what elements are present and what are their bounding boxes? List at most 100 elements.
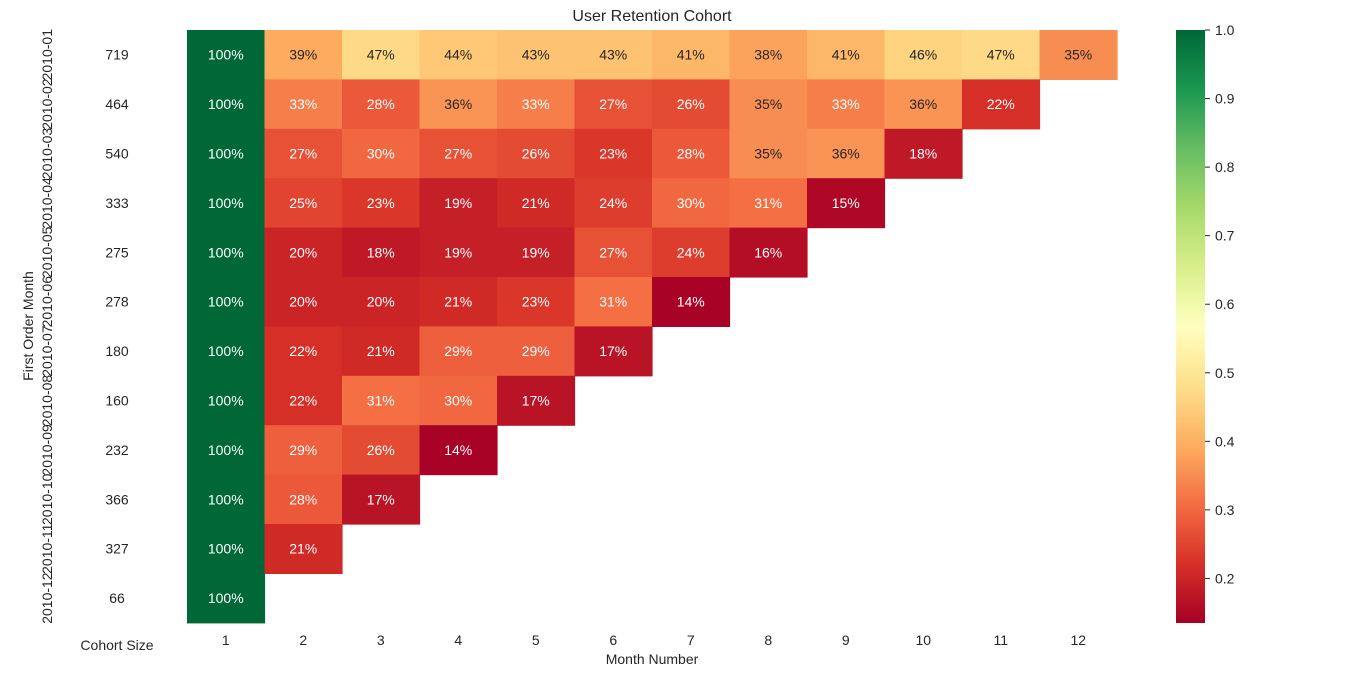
- cell-value-label: 28%: [289, 491, 317, 507]
- colorbar-tick-label: 0.7: [1215, 228, 1235, 244]
- colorbar-tick-label: 1.0: [1215, 22, 1235, 38]
- cell-value-label: 27%: [289, 146, 317, 162]
- cell-value-label: 39%: [289, 47, 317, 63]
- y-tick-label: 2010-04: [39, 177, 55, 229]
- heatmap-cell: [497, 326, 576, 377]
- heatmap-cell: [187, 79, 266, 130]
- cell-value-label: 100%: [208, 96, 244, 112]
- cell-value-label: 19%: [444, 244, 472, 260]
- x-tick-label: 4: [454, 632, 462, 648]
- cohort-size-value: 180: [105, 343, 129, 359]
- colorbar-tick-label: 0.8: [1215, 159, 1235, 175]
- heatmap-cell: [729, 178, 808, 229]
- cohort-size-label: Cohort Size: [80, 637, 153, 653]
- x-tick-label: 1: [222, 632, 230, 648]
- heatmap-cell: [574, 326, 653, 377]
- x-tick-label: 9: [842, 632, 850, 648]
- cell-value-label: 20%: [367, 294, 395, 310]
- cell-value-label: 26%: [677, 96, 705, 112]
- cell-value-label: 23%: [367, 195, 395, 211]
- heatmap-cell: [342, 79, 421, 130]
- cell-value-label: 46%: [909, 47, 937, 63]
- heatmap-cell: [342, 227, 421, 278]
- cell-value-label: 27%: [599, 244, 627, 260]
- cell-value-label: 28%: [677, 146, 705, 162]
- heatmap-cell: [264, 79, 343, 130]
- cell-value-label: 36%: [832, 146, 860, 162]
- heatmap-cell: [419, 425, 498, 476]
- heatmap-cell: [264, 227, 343, 278]
- heatmap-cell: [574, 79, 653, 130]
- cell-value-label: 14%: [677, 294, 705, 310]
- cell-value-label: 100%: [208, 244, 244, 260]
- heatmap-cell: [187, 277, 266, 327]
- heatmap-cell: [187, 524, 266, 574]
- y-tick-label: 2010-07: [39, 325, 55, 377]
- heatmap-cell: [962, 79, 1041, 130]
- cell-value-label: 17%: [522, 393, 550, 409]
- cell-value-label: 21%: [522, 195, 550, 211]
- cell-value-label: 35%: [1064, 47, 1092, 63]
- cell-value-label: 31%: [367, 393, 395, 409]
- cell-value-label: 22%: [289, 393, 317, 409]
- heatmap-cell: [187, 375, 266, 426]
- y-tick-label: 2010-02: [39, 78, 55, 130]
- cohort-size-value: 327: [105, 541, 129, 557]
- heatmap-cell: [342, 474, 421, 525]
- cohort-size-value: 275: [105, 244, 129, 260]
- y-tick-label: 2010-10: [39, 473, 55, 525]
- cell-value-label: 19%: [444, 195, 472, 211]
- heatmap-cell: [264, 277, 343, 327]
- heatmap-cell: [1039, 30, 1118, 80]
- cell-value-label: 20%: [289, 294, 317, 310]
- x-tick-label: 10: [915, 632, 931, 648]
- heatmap-cell: [419, 79, 498, 130]
- heatmap-cell: [342, 277, 421, 327]
- heatmap-cell: [884, 128, 963, 179]
- cell-value-label: 100%: [208, 146, 244, 162]
- cell-value-label: 47%: [987, 47, 1015, 63]
- cell-value-label: 33%: [522, 96, 550, 112]
- heatmap-cell: [497, 178, 576, 229]
- heatmap-cell: [574, 30, 653, 80]
- heatmap-cell: [884, 30, 963, 80]
- x-tick-label: 12: [1070, 632, 1086, 648]
- cell-value-label: 36%: [909, 96, 937, 112]
- cell-value-label: 100%: [208, 343, 244, 359]
- heatmap-cell: [419, 326, 498, 377]
- heatmap-cell: [264, 474, 343, 525]
- cohort-size-value: 278: [105, 294, 129, 310]
- x-tick-label: 3: [377, 632, 385, 648]
- cohort-size-value: 333: [105, 195, 129, 211]
- heatmap-cell: [419, 128, 498, 179]
- heatmap-cell: [419, 227, 498, 278]
- heatmap-cell: [652, 178, 731, 229]
- heatmap-cell: [187, 474, 266, 525]
- x-tick-labels: 1 2 3 4 5 6 7 8 9 10 11 12: [222, 632, 1086, 648]
- heatmap-cell: [729, 30, 808, 80]
- heatmap-cell: [187, 227, 266, 278]
- cell-value-label: 100%: [208, 47, 244, 63]
- y-tick-label: 2010-09: [39, 424, 55, 476]
- cohort-size-value: 540: [105, 146, 129, 162]
- y-axis-label: First Order Month: [20, 271, 36, 381]
- cell-value-label: 23%: [599, 146, 627, 162]
- cell-value-label: 33%: [832, 96, 860, 112]
- heatmap-cell: [264, 375, 343, 426]
- cell-value-label: 18%: [909, 146, 937, 162]
- cell-value-label: 17%: [367, 491, 395, 507]
- cell-value-label: 31%: [754, 195, 782, 211]
- y-tick-label: 2010-11: [39, 523, 55, 574]
- cell-value-label: 100%: [208, 442, 244, 458]
- cell-value-label: 21%: [289, 541, 317, 557]
- cell-value-label: 43%: [599, 47, 627, 63]
- cell-value-label: 28%: [367, 96, 395, 112]
- heatmap-cell: [807, 128, 886, 179]
- heatmap-cell: [264, 524, 343, 574]
- cohort-size-column: 719 464 540 333 275 278 180 160 232 366 327 66: [105, 47, 129, 606]
- colorbar-tick-label: 0.9: [1215, 91, 1235, 107]
- heatmap-cell: [187, 178, 266, 229]
- cell-value-label: 23%: [522, 294, 550, 310]
- cell-value-label: 27%: [599, 96, 627, 112]
- y-tick-label: 2010-01: [39, 29, 55, 81]
